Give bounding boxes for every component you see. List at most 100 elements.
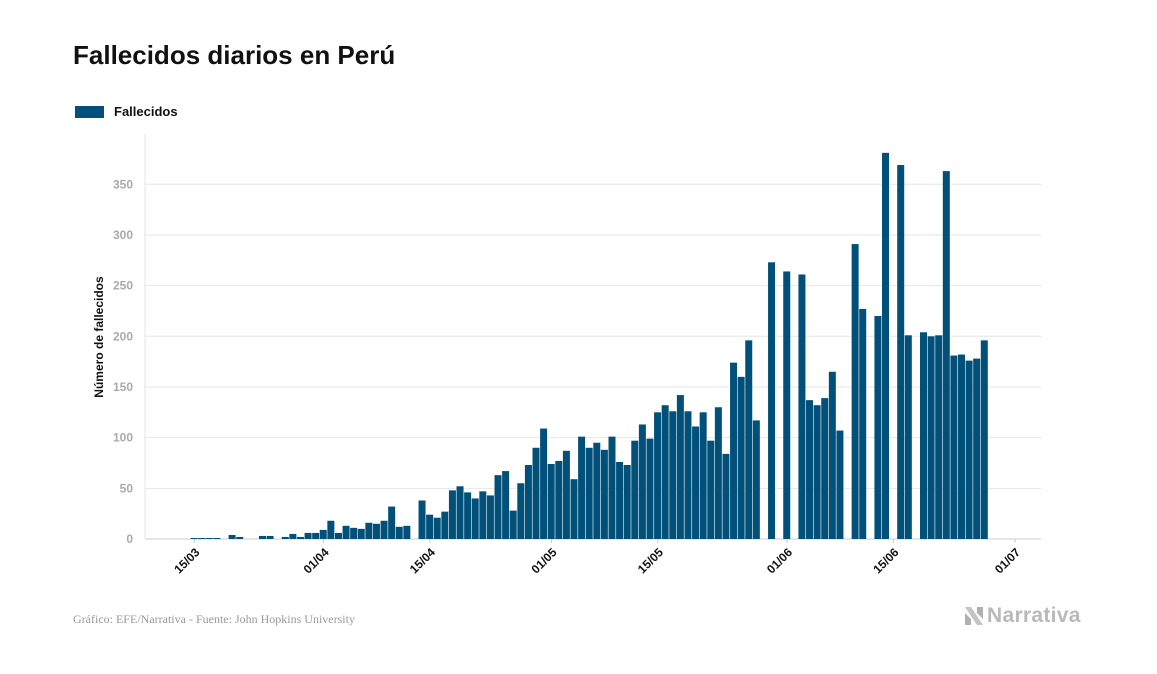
bar — [342, 525, 350, 539]
bar — [380, 520, 388, 539]
source-credit: Gráfico: EFE/Narrativa - Fuente: John Ho… — [73, 612, 355, 626]
bar — [448, 490, 456, 539]
bar — [327, 520, 335, 539]
bar — [570, 479, 578, 539]
bar — [798, 274, 806, 539]
brand-name: Narrativa — [987, 604, 1081, 627]
bar — [836, 430, 844, 539]
x-tick-label: 01/07 — [992, 545, 1023, 576]
bar — [479, 491, 487, 539]
bar — [737, 376, 745, 539]
y-tick-label: 300 — [113, 228, 133, 242]
bar — [426, 514, 434, 539]
bar — [236, 536, 244, 539]
bar — [965, 360, 973, 539]
y-tick-label: 200 — [113, 329, 133, 343]
y-tick-label: 350 — [113, 177, 133, 191]
bar — [676, 395, 684, 539]
bar — [471, 498, 479, 539]
x-tick-label: 15/05 — [635, 545, 666, 576]
bar — [509, 510, 517, 539]
y-tick-label: 0 — [126, 532, 133, 546]
bar — [456, 486, 464, 539]
bar — [851, 244, 859, 539]
bar — [623, 465, 631, 539]
x-tick-label: 01/04 — [301, 545, 332, 576]
bar — [616, 461, 624, 539]
bar — [813, 405, 821, 539]
bar — [562, 450, 570, 539]
bar — [388, 506, 396, 539]
bar — [638, 424, 646, 539]
bar — [547, 464, 555, 539]
bar — [585, 447, 593, 539]
y-tick-label: 50 — [120, 481, 134, 495]
bar — [768, 262, 776, 539]
bar — [433, 517, 441, 539]
y-axis-title: Número de fallecidos — [92, 276, 106, 398]
bar — [752, 420, 760, 539]
bar — [654, 412, 662, 539]
bar — [821, 398, 829, 539]
bar — [524, 465, 532, 539]
bar — [464, 492, 472, 539]
bar — [692, 426, 700, 539]
bar — [684, 411, 692, 539]
narrativa-logo-icon — [965, 607, 983, 625]
bar — [874, 316, 882, 539]
bar — [395, 526, 403, 539]
bar — [828, 371, 836, 539]
bar — [334, 532, 342, 539]
bar — [372, 523, 380, 539]
bar — [205, 537, 213, 539]
x-tick-label: 15/04 — [407, 545, 438, 576]
legend: Fallecidos — [75, 104, 178, 119]
bar — [486, 495, 494, 539]
bar — [517, 483, 525, 539]
bar — [920, 332, 928, 539]
bar — [859, 308, 867, 539]
bar — [365, 522, 373, 539]
y-tick-label: 100 — [113, 431, 133, 445]
chart-title: Fallecidos diarios en Perú — [73, 40, 396, 70]
bar — [319, 529, 327, 539]
x-tick-label: 01/05 — [528, 545, 559, 576]
bar — [730, 362, 738, 539]
bar — [897, 165, 905, 539]
x-tick-label: 15/06 — [870, 545, 901, 576]
bar — [266, 535, 274, 539]
x-tick-label: 01/06 — [764, 545, 795, 576]
bar — [281, 536, 289, 539]
bar — [403, 525, 411, 539]
bar — [608, 436, 616, 539]
bar — [532, 447, 540, 539]
bar — [289, 533, 297, 539]
bar — [980, 340, 988, 539]
legend-label: Fallecidos — [114, 104, 178, 119]
bar — [882, 152, 890, 540]
bar — [190, 537, 198, 539]
bar — [198, 537, 206, 539]
bar — [593, 442, 601, 539]
bar — [258, 535, 266, 539]
bar — [707, 440, 715, 539]
bar — [904, 335, 912, 539]
bar — [927, 336, 935, 539]
bar — [942, 171, 950, 539]
bar — [646, 438, 654, 539]
bar — [555, 460, 563, 539]
bar — [213, 537, 221, 539]
bar — [312, 532, 320, 539]
bar — [578, 436, 586, 539]
y-tick-label: 150 — [113, 380, 133, 394]
bar — [699, 412, 707, 539]
y-tick-label: 250 — [113, 279, 133, 293]
bar — [958, 354, 965, 539]
bar — [357, 528, 365, 539]
bar — [494, 475, 502, 539]
bar — [935, 335, 943, 539]
bar — [661, 405, 669, 539]
x-tick-label: 15/03 — [171, 545, 202, 576]
bar — [441, 511, 449, 539]
